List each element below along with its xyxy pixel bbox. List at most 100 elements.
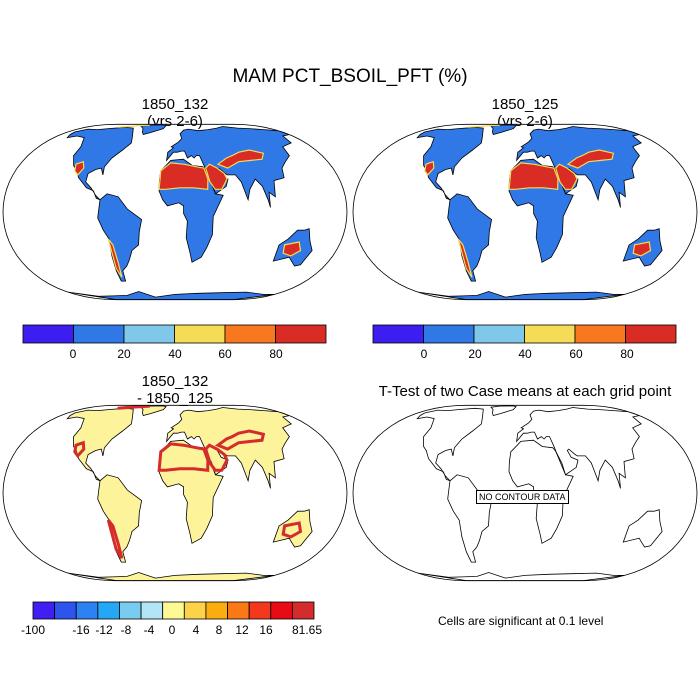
landmass-greenland [490, 124, 517, 135]
map-1850-132 [2, 123, 348, 301]
cbar3-label-81-65: 81.65 [291, 623, 323, 637]
colorbar-diff-box-3 [97, 601, 120, 620]
cbar3-label-12: 12 [235, 623, 249, 637]
cbar2-label-40: 40 [518, 347, 532, 361]
diff-region-2 [214, 429, 266, 451]
colorbar-2-box-1 [423, 324, 475, 344]
cbar2-label-60: 60 [569, 347, 583, 361]
colorbar-2-box-0 [372, 324, 424, 344]
bare-soil-region-4 [457, 238, 473, 278]
significance-note: Cells are significant at 0.1 level [438, 614, 604, 628]
cbar2-label-0: 0 [420, 347, 428, 361]
map-difference [2, 404, 348, 582]
landmass-namerica [66, 407, 134, 482]
diff-region-5 [281, 521, 303, 539]
bare-soil-region-2 [566, 149, 615, 169]
colorbar-diff-box-12 [291, 601, 315, 620]
map-frame [352, 404, 698, 582]
bare-soil-region-1 [555, 163, 578, 190]
colorbar-diff [32, 601, 315, 620]
colorbar-diff-box-4 [119, 601, 142, 620]
bare-soil-region-0 [158, 162, 209, 190]
bare-soil-region-4 [107, 238, 123, 278]
cbar3-label-16: 16 [259, 623, 273, 637]
diff-region-4 [106, 519, 124, 560]
panel3-title-line1: 1850_132 [141, 373, 209, 390]
landmass-samerica [97, 474, 143, 563]
map-frame [352, 123, 698, 301]
colorbar-diff-box-9 [227, 601, 250, 620]
panel3-title: 1850_132 - 1850_125 [75, 373, 275, 407]
landmass-greenland [140, 124, 167, 135]
figure-title: MAM PCT_BSOIL_PFT (%) [232, 66, 468, 87]
landmass-greenland [140, 405, 167, 416]
panel4-title-line1: T-Test of two Case means at each grid po… [378, 383, 672, 400]
cbar1-label-0: 0 [69, 347, 77, 361]
landmass-namerica [66, 126, 134, 201]
cbar3-label-m12: -12 [95, 623, 113, 637]
cbar1-label-80: 80 [269, 347, 283, 361]
colorbar-2-box-5 [625, 324, 677, 344]
landmass-eurasia [515, 407, 642, 489]
colorbar-1-box-0 [22, 324, 74, 344]
colorbar-diff-box-10 [248, 601, 272, 620]
colorbar-diff-box-2 [75, 601, 99, 620]
map-frame [2, 404, 348, 582]
bare-soil-region-5 [632, 241, 652, 257]
landmass-antarctica [67, 291, 275, 300]
colorbar-1-box-1 [73, 324, 125, 344]
colorbar-2-box-4 [574, 324, 626, 344]
cbar3-label-m16: -16 [72, 623, 90, 637]
landmass-samerica [447, 193, 493, 282]
colorbar-diff-box-6 [162, 601, 185, 620]
map-ttest [352, 404, 698, 582]
panel1-title-line1: 1850_132 [141, 96, 209, 113]
panel2-title-line1: 1850_125 [491, 96, 559, 113]
diff-region-3 [73, 440, 86, 459]
panel4-title: T-Test of two Case means at each grid po… [350, 383, 700, 400]
panel3-title-line2: - 1850_125 [137, 390, 213, 407]
landmass-namerica [416, 126, 484, 201]
cbar3-label-8: 8 [215, 623, 223, 637]
colorbar-diff-box-1 [54, 601, 77, 620]
diff-region-6 [117, 405, 150, 410]
bare-soil-region-3 [424, 160, 435, 176]
colorbar-2-box-3 [524, 324, 576, 344]
map-frame [2, 123, 348, 301]
landmass-australia [622, 509, 663, 548]
cbar3-label-0: 0 [168, 623, 176, 637]
colorbar-diff-box-11 [270, 601, 293, 620]
cbar3-label-4: 4 [192, 623, 200, 637]
landmass-samerica [97, 193, 143, 282]
colorbar-1-box-3 [174, 324, 226, 344]
map-1850-125 [352, 123, 698, 301]
colorbar-diff-box-5 [140, 601, 164, 620]
landmass-namerica [416, 407, 484, 482]
colorbar-diff-box-8 [205, 601, 228, 620]
landmass-australia [272, 509, 313, 548]
colorbar-1-box-5 [275, 324, 327, 344]
colorbar-2-box-2 [473, 324, 525, 344]
colorbar-diff-box-0 [32, 601, 56, 620]
colorbar-diff-box-7 [183, 601, 207, 620]
landmass-greenland [490, 405, 517, 416]
cbar1-label-40: 40 [168, 347, 182, 361]
no-contour-label: NO CONTOUR DATA [476, 490, 569, 504]
cbar1-label-20: 20 [117, 347, 131, 361]
bare-soil-region-6 [117, 124, 150, 128]
cbar3-label-m100: -100 [20, 623, 46, 637]
landmass-africa [508, 439, 574, 544]
colorbar-2 [372, 324, 677, 344]
cbar2-label-20: 20 [468, 347, 482, 361]
cbar1-label-60: 60 [218, 347, 232, 361]
landmass-antarctica [417, 291, 625, 300]
bare-soil-region-2 [216, 149, 265, 169]
bare-soil-region-1 [205, 163, 228, 190]
bare-soil-region-0 [508, 162, 559, 190]
diff-region-1 [204, 443, 229, 472]
colorbar-1-box-4 [224, 324, 276, 344]
landmass-antarctica [417, 572, 625, 581]
cbar2-label-80: 80 [620, 347, 634, 361]
